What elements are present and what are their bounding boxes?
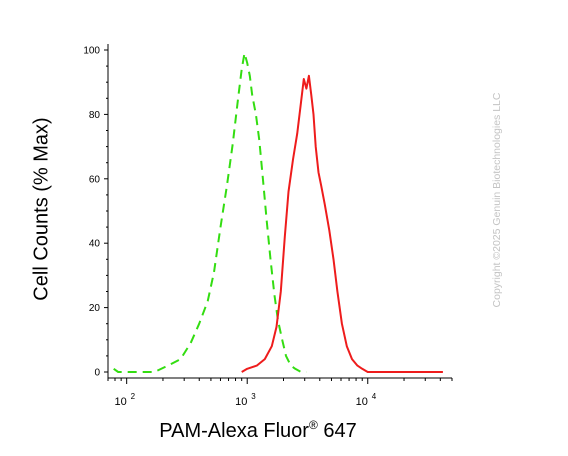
y-tick-label: 80 (89, 110, 101, 121)
x-tick-label-exponent: 4 (372, 392, 377, 401)
copyright-watermark: Copyright ©2025 Genuin Biotechnologies L… (491, 92, 503, 307)
x-tick-label: 10 (356, 396, 368, 408)
x-axis-label-main: PAM-Alexa Fluor (159, 420, 309, 442)
x-tick-label: 10 (235, 396, 247, 408)
x-axis-label-registered: ® (309, 418, 318, 432)
series-layer (113, 52, 443, 373)
series-1-line (113, 52, 307, 373)
x-tick-label-exponent: 2 (131, 392, 136, 401)
y-tick-label: 0 (94, 368, 100, 379)
y-tick-label: 60 (89, 174, 101, 185)
y-axis-label: Cell Counts (% Max) (30, 117, 52, 300)
x-ticks: 10 2 10 3 10 4 (107, 378, 453, 408)
y-tick-label: 100 (83, 46, 100, 57)
y-tick-label: 40 (89, 239, 101, 250)
series-2-line (241, 74, 443, 373)
y-tick-label: 20 (89, 303, 101, 314)
x-tick-label-exponent: 3 (251, 392, 256, 401)
x-axis-label-tail: 647 (318, 420, 357, 442)
x-tick-label: 10 (115, 396, 127, 408)
y-ticks: 0 20 40 60 80 100 (83, 46, 108, 379)
x-axis-label: PAM-Alexa Fluor® 647 (159, 418, 356, 442)
